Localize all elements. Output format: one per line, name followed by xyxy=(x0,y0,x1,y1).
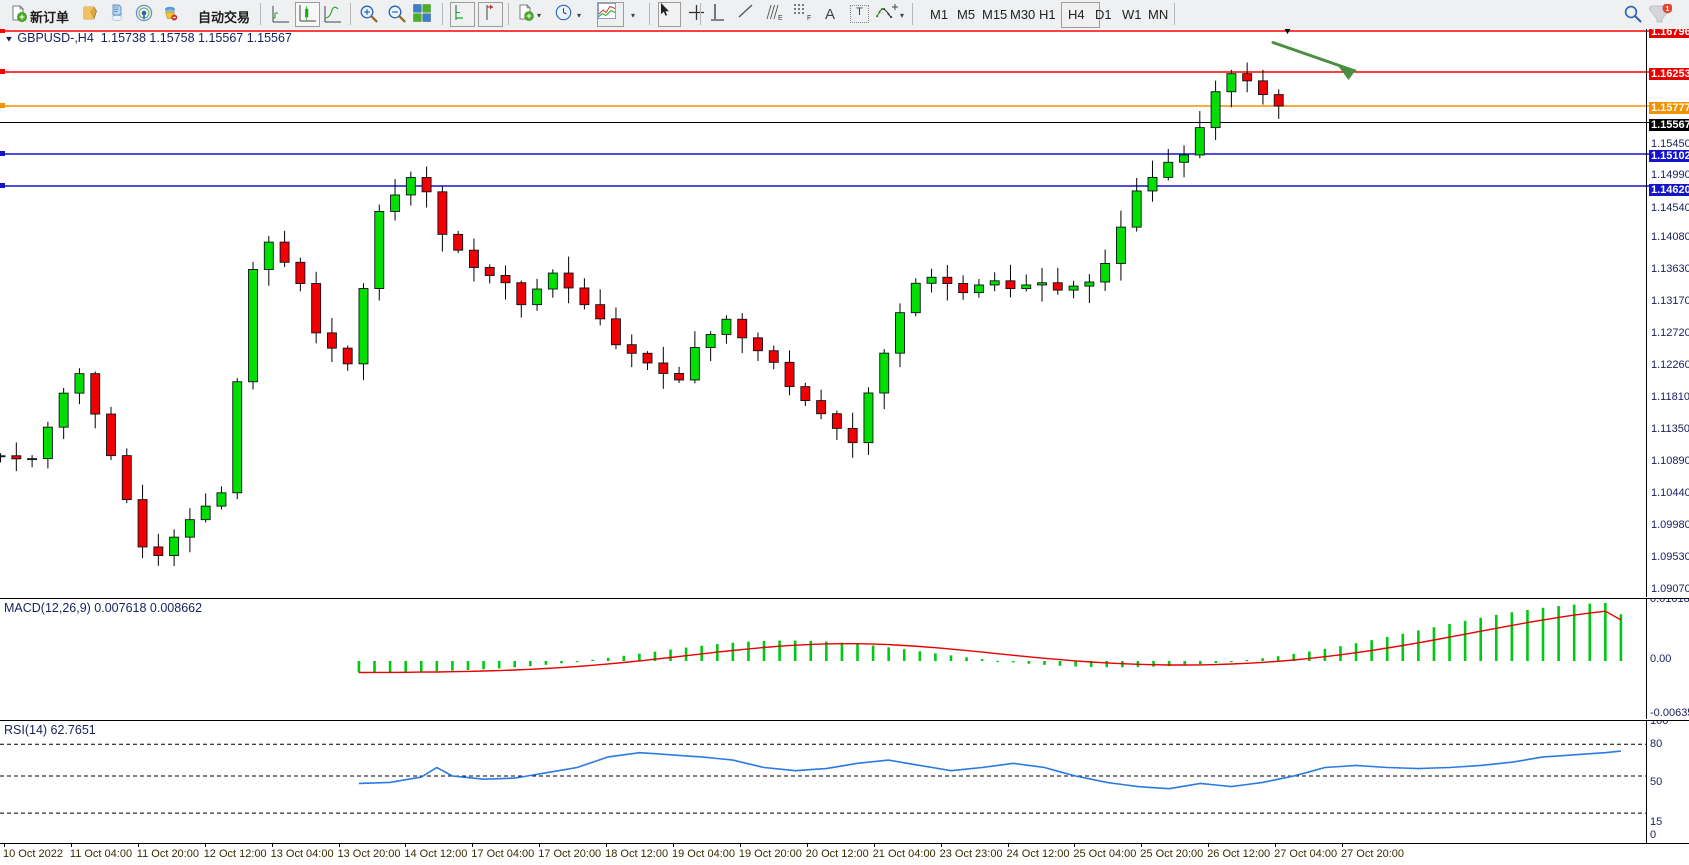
svg-text:1: 1 xyxy=(1666,6,1670,13)
svg-text:F: F xyxy=(807,15,811,21)
svg-text:E: E xyxy=(778,15,783,21)
